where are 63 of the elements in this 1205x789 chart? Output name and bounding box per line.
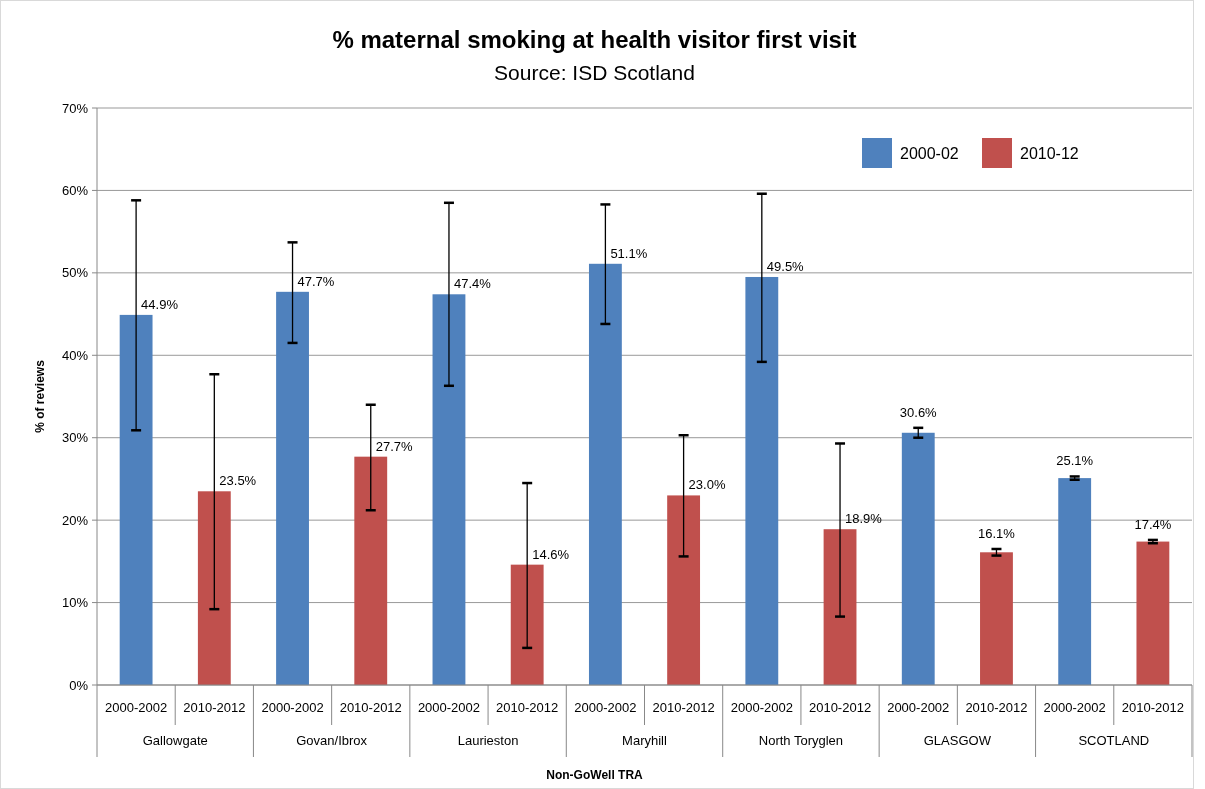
data-label: 16.1% <box>978 525 1016 541</box>
x-tick-label: 2010-2012 <box>339 700 402 715</box>
y-tick-label: 10% <box>61 595 89 611</box>
bar <box>432 294 466 685</box>
text: GLASGOW <box>923 733 992 748</box>
data-label: 30.6% <box>899 404 938 420</box>
x-tick-label: 2010-2012 <box>808 700 872 715</box>
x-tick-label: 2000-2002 <box>730 700 793 715</box>
bar <box>119 314 153 685</box>
x-tick-label: 2010-2012 <box>183 700 246 715</box>
data-label: 17.4% <box>1134 516 1172 532</box>
data-label: 49.5% <box>766 258 805 274</box>
text: Govan/Ibrox <box>296 733 368 748</box>
x-tick-label: 2000-2002 <box>261 700 324 715</box>
bar <box>667 495 701 685</box>
legend-label: 2010-12 <box>1020 144 1079 162</box>
y-tick-label: 70% <box>61 100 89 116</box>
text: North Toryglen <box>758 733 844 748</box>
data-label: 44.9% <box>141 296 179 312</box>
x-tick-label: 2000-2002 <box>417 700 481 715</box>
y-tick-label: 50% <box>61 265 89 281</box>
y-tick-label: 0% <box>69 677 89 693</box>
bar <box>823 529 857 685</box>
data-label: 23.0% <box>688 477 726 493</box>
data-label: 47.7% <box>297 273 335 289</box>
y-axis-title: % of reviews <box>33 359 47 433</box>
y-tick-label: 60% <box>61 182 89 198</box>
bar <box>745 276 779 685</box>
x-tick-label: 2010-2012 <box>1121 700 1184 715</box>
chart-title: % maternal smoking at health visitor first visit <box>332 26 857 53</box>
bar <box>1058 478 1092 685</box>
text: Maryhill <box>622 733 667 748</box>
legend-label: 2000-02 <box>900 144 959 162</box>
y-tick-label: 30% <box>61 430 89 446</box>
x-tick-label: 2000-2002 <box>887 700 950 715</box>
chart-subtitle: Source: ISD Scotland <box>494 61 695 84</box>
x-axis-title: Non-GoWell TRA <box>546 768 644 782</box>
data-label: 25.1% <box>1056 453 1094 469</box>
bar <box>901 432 935 685</box>
bar <box>980 552 1013 685</box>
data-label: 23.5% <box>219 473 257 489</box>
data-label: 14.6% <box>532 546 570 562</box>
bar <box>197 491 231 685</box>
bar <box>588 263 622 685</box>
text: SCOTLAND <box>1078 733 1150 748</box>
bar <box>276 291 309 685</box>
data-label: 47.4% <box>453 276 492 292</box>
data-label: 18.9% <box>845 511 883 527</box>
x-tick-label: 2010-2012 <box>965 700 1028 715</box>
text: Gallowgate <box>142 733 208 748</box>
bar <box>510 564 544 685</box>
bar <box>354 456 388 685</box>
x-tick-label: 2000-2002 <box>105 700 168 715</box>
y-tick-label: 40% <box>61 347 89 363</box>
bar <box>1136 541 1170 685</box>
text: Laurieston <box>457 733 519 748</box>
data-label: 27.7% <box>375 438 414 454</box>
x-tick-label: 2000-2002 <box>1043 700 1106 715</box>
data-label: 51.1% <box>610 245 648 261</box>
y-tick-label: 20% <box>61 512 89 528</box>
x-tick-label: 2010-2012 <box>496 700 559 715</box>
x-tick-label: 2000-2002 <box>574 700 637 715</box>
x-tick-label: 2010-2012 <box>652 700 715 715</box>
